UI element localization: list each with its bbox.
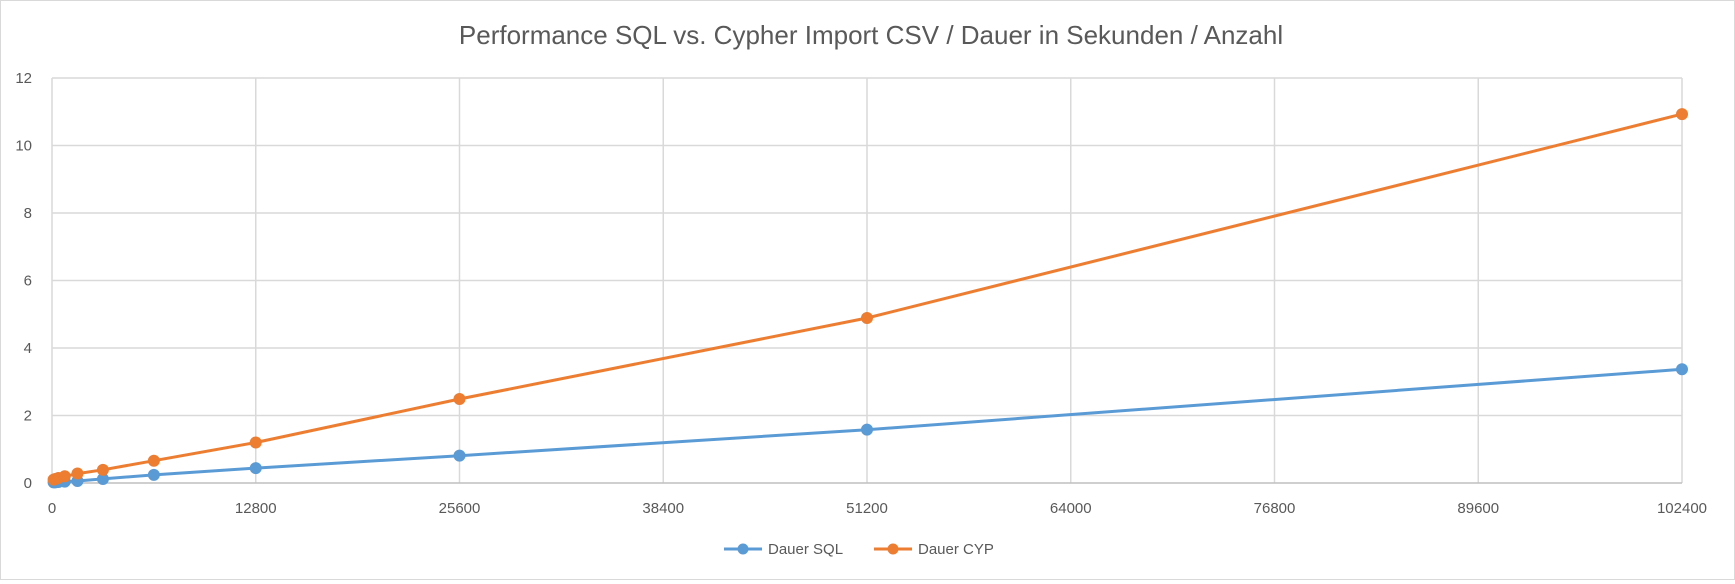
y-tick-label: 10 [15, 138, 32, 155]
data-point [861, 423, 873, 436]
axes: 0 2 4 6 8 10 12 0 12800 25600 38400 51200 64000 76800… [15, 70, 1707, 517]
data-point [96, 463, 109, 476]
legend-marker [887, 543, 899, 555]
gridlines [51, 77, 1683, 483]
chart-title: Performance SQL vs. Cypher Import CSV / … [459, 20, 1283, 50]
x-tick-label: 102400 [1657, 500, 1707, 517]
y-tick-label: 0 [24, 475, 32, 492]
legend-item: Dauer SQL [724, 541, 843, 558]
data-point [147, 454, 160, 467]
legend-label: Dauer CYP [918, 541, 994, 558]
y-tick-label: 6 [24, 273, 32, 290]
x-tick-label: 25600 [439, 500, 481, 517]
x-tick-label: 76800 [1254, 500, 1296, 517]
data-point [249, 436, 262, 449]
x-tick-label: 89600 [1457, 500, 1499, 517]
legend: Dauer SQL Dauer CYP [724, 541, 994, 558]
legend-item: Dauer CYP [874, 541, 994, 558]
data-point [71, 467, 84, 480]
x-tick-label: 12800 [235, 500, 277, 517]
legend-marker [737, 543, 749, 555]
data-point [249, 462, 262, 475]
y-tick-label: 12 [15, 70, 32, 87]
data-point [453, 449, 466, 462]
series-group [47, 108, 1688, 489]
legend-label: Dauer SQL [768, 541, 843, 558]
x-tick-label: 38400 [642, 500, 684, 517]
x-tick-label: 0 [48, 500, 56, 517]
data-point [861, 311, 873, 324]
data-point [147, 468, 160, 481]
data-point [1676, 363, 1688, 376]
y-tick-label: 2 [24, 408, 32, 425]
y-tick-label: 8 [24, 205, 32, 222]
data-point [453, 392, 466, 405]
data-point [1676, 108, 1688, 121]
x-tick-label: 51200 [846, 500, 888, 517]
data-point [58, 470, 71, 483]
y-tick-label: 4 [24, 340, 32, 357]
x-tick-label: 64000 [1050, 500, 1092, 517]
